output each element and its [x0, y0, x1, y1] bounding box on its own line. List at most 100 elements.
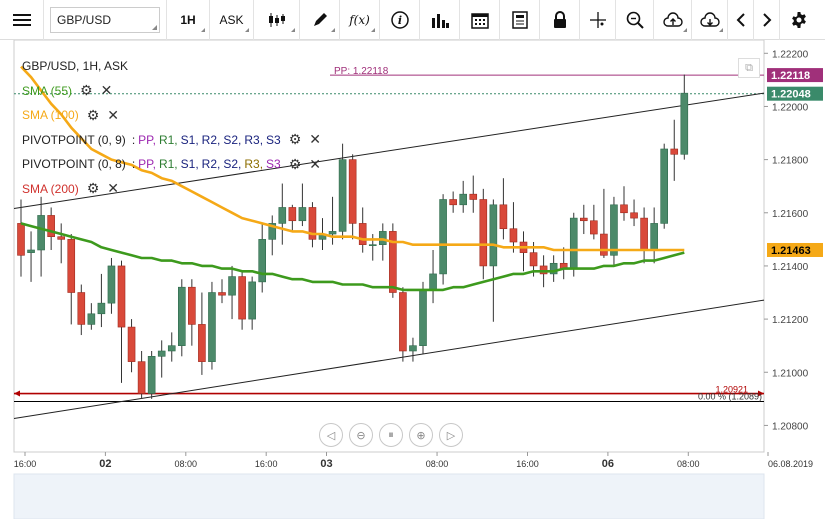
y-tick-label: 1.20800 — [772, 421, 809, 432]
zoom-icon — [626, 11, 644, 29]
sma55-settings-icon[interactable]: ⚙ — [80, 82, 93, 99]
candle-body — [509, 228, 518, 243]
candle-body — [600, 233, 608, 256]
sma100-close-icon[interactable]: ✕ — [107, 106, 119, 123]
upload-button[interactable] — [654, 0, 692, 40]
candle-body — [469, 193, 478, 200]
candle-body — [157, 350, 166, 357]
zoom-button[interactable] — [616, 0, 654, 40]
y-tick-label: 1.21000 — [772, 368, 809, 379]
candle-body — [389, 231, 397, 293]
sma200-close-icon[interactable]: ✕ — [107, 180, 119, 197]
zoom-in-button[interactable]: ⊕ — [409, 423, 433, 447]
chart-area[interactable]: 1.22200 1.22000 1.21800 1.21600 1.21400 1.212… — [0, 40, 825, 519]
candle-body — [37, 215, 45, 251]
price-type-label: ASK — [219, 12, 244, 27]
pivot8-r1: R1, — [158, 157, 178, 172]
candle-body — [479, 199, 488, 267]
lock-icon — [553, 10, 566, 28]
lock-button[interactable] — [540, 0, 580, 40]
sma55-close-icon[interactable]: ✕ — [100, 82, 113, 99]
candle-body — [650, 223, 658, 251]
sma100-line — [20, 65, 685, 252]
channel-upper-line — [13, 92, 765, 210]
sma55-label: SMA (55) — [22, 83, 73, 98]
candle-body — [218, 292, 226, 296]
candle-body — [399, 292, 407, 352]
candle-body — [77, 292, 86, 325]
popout-button[interactable]: ⧉ — [738, 58, 760, 78]
download-button[interactable] — [692, 0, 728, 40]
candle-body — [208, 292, 216, 362]
nav-prev-button[interactable]: ◁ — [319, 423, 343, 447]
crosshair-button[interactable] — [580, 0, 616, 40]
x-tick-label: 16:00 — [516, 459, 539, 469]
zoom-out-button[interactable]: ⊖ — [349, 423, 373, 447]
candle-body — [117, 265, 126, 328]
calendar-button[interactable] — [460, 0, 500, 40]
chart-legend: GBP/USD, 1H, ASK SMA (55) ⚙ ✕ SMA (100) ⚙… — [22, 54, 321, 201]
volume-button[interactable] — [420, 0, 460, 40]
pivot8-settings-icon[interactable]: ⚙ — [288, 155, 302, 172]
scroll-left-button[interactable] — [728, 0, 754, 40]
indicators-button[interactable]: f(x) — [340, 0, 380, 40]
navigator-strip — [13, 473, 765, 519]
candle-body — [97, 302, 106, 315]
settings-button[interactable] — [780, 0, 818, 40]
y-tick-label: 1.22000 — [772, 102, 809, 113]
menu-button[interactable] — [0, 0, 44, 40]
pivot8-pp: PP, — [138, 157, 156, 172]
pivot8-sep: : — [131, 157, 136, 172]
legend-sma100: SMA (100) ⚙ ✕ — [22, 103, 321, 128]
news-icon — [511, 10, 528, 29]
info-button[interactable]: i — [380, 0, 420, 40]
candle-body — [590, 220, 598, 235]
pivot9-s3: S3 — [266, 132, 281, 147]
symbol-selector[interactable]: GBP/USD — [50, 6, 160, 33]
candlestick-icon — [268, 12, 285, 27]
candle-body — [640, 217, 648, 251]
x-tick-label: 03 — [320, 458, 332, 470]
triangle-left-icon: ◁ — [326, 429, 336, 442]
candle-body — [258, 239, 267, 283]
news-button[interactable] — [500, 0, 540, 40]
candle-body — [630, 212, 638, 219]
candle-body — [429, 273, 437, 291]
pivot8-s1: S1, — [180, 157, 199, 172]
pivot8-close-icon[interactable]: ✕ — [309, 155, 322, 172]
candle-body — [449, 199, 457, 206]
chart-type-button[interactable] — [254, 0, 300, 40]
triangle-right-icon: ▷ — [446, 429, 456, 442]
svg-text:i: i — [397, 14, 401, 27]
sma100-settings-icon[interactable]: ⚙ — [86, 106, 100, 123]
sma200-settings-icon[interactable]: ⚙ — [86, 180, 100, 197]
x-tick-label: 16:00 — [255, 459, 278, 469]
nav-next-button[interactable]: ▷ — [439, 423, 463, 447]
fib-arrow-right — [758, 390, 764, 397]
y-tick-label: 1.22200 — [772, 49, 809, 60]
candle-body — [620, 204, 628, 214]
popout-icon: ⧉ — [745, 61, 753, 74]
candle-body — [660, 148, 669, 224]
reset-view-button[interactable]: ⏸ — [379, 423, 403, 447]
timeframe-button[interactable]: 1H — [166, 0, 210, 40]
candle-body — [137, 361, 146, 394]
scroll-right-button[interactable] — [754, 0, 780, 40]
legend-sma200: SMA (200) ⚙ ✕ — [22, 177, 321, 202]
candle-body — [47, 215, 55, 237]
price-chart[interactable]: 1.22200 1.22000 1.21800 1.21600 1.21400 1.212… — [0, 40, 825, 519]
timeframe-label: 1H — [180, 12, 196, 27]
pivot9-settings-icon[interactable]: ⚙ — [288, 131, 302, 148]
draw-tools-button[interactable] — [300, 0, 340, 40]
pp-line-label: PP: 1.22118 — [334, 66, 389, 77]
pivot9-close-icon[interactable]: ✕ — [309, 131, 322, 148]
candle-body — [529, 252, 538, 267]
pivot9-r3: R3, — [244, 132, 264, 147]
hamburger-icon — [12, 13, 31, 26]
sma-price-tag-bg — [767, 242, 823, 257]
price-type-button[interactable]: ASK — [210, 0, 254, 40]
pivot9-s1: S1, — [180, 132, 199, 147]
candle-body — [228, 276, 236, 296]
candle-body — [378, 231, 387, 245]
channel-lower-line — [13, 299, 765, 420]
